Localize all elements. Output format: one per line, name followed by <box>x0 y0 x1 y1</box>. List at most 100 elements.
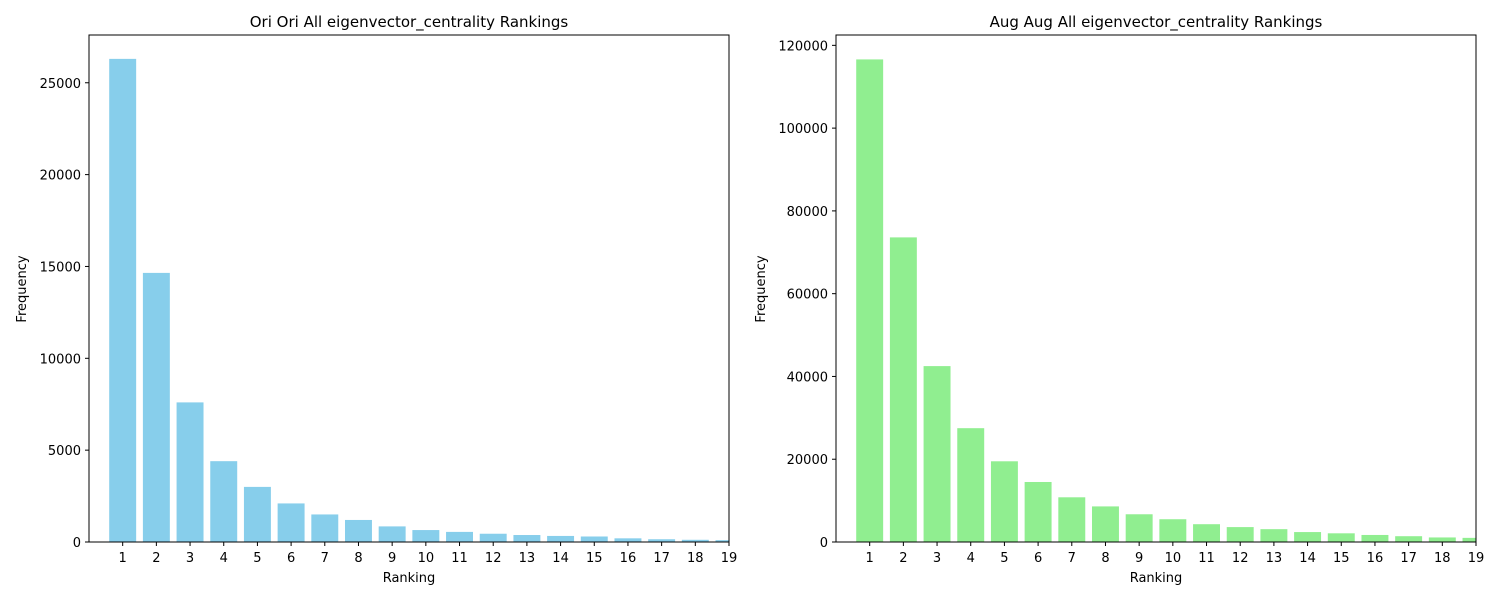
x-tick-label: 10 <box>418 551 435 566</box>
x-tick-label: 13 <box>1266 551 1283 566</box>
x-tick-label: 16 <box>620 551 637 566</box>
axes-frame <box>835 34 1477 543</box>
x-tick-label: 11 <box>1198 551 1215 566</box>
bar <box>1260 529 1288 542</box>
chart-title: Aug Aug All eigenvector_centrality Ranki… <box>990 13 1323 32</box>
x-tick-label: 2 <box>899 551 907 566</box>
bar <box>923 366 951 542</box>
bar <box>378 526 406 542</box>
x-tick-label: 12 <box>1232 551 1249 566</box>
x-tick-label: 19 <box>1468 551 1485 566</box>
x-tick-label: 9 <box>1135 551 1143 566</box>
x-tick-label: 17 <box>1400 551 1417 566</box>
bar <box>580 536 608 542</box>
bar <box>513 535 541 542</box>
x-tick-label: 3 <box>933 551 941 566</box>
y-tick-label: 0 <box>820 536 828 551</box>
bar <box>715 540 729 542</box>
x-tick-label: 16 <box>1367 551 1384 566</box>
bar <box>210 461 238 542</box>
ori-ranking-chart: Ori Ori All eigenvector_centrality Ranki… <box>15 13 738 586</box>
bar <box>1092 506 1119 542</box>
y-axis-label: Frequency <box>754 255 769 322</box>
y-tick-label: 0 <box>73 536 81 551</box>
bar <box>1193 524 1220 542</box>
bars <box>856 59 1476 542</box>
x-tick-label: 9 <box>388 551 396 566</box>
bar <box>479 533 507 542</box>
bar <box>614 538 642 542</box>
y-tick-label: 15000 <box>40 260 81 275</box>
bars <box>109 58 729 542</box>
bar <box>990 461 1018 542</box>
y-tick-label: 20000 <box>40 169 81 184</box>
chart-title: Ori Ori All eigenvector_centrality Ranki… <box>250 13 569 32</box>
bar <box>311 514 339 542</box>
bar <box>1361 534 1389 542</box>
bar <box>547 535 575 542</box>
bar <box>1395 536 1423 542</box>
x-tick-label: 15 <box>1333 551 1350 566</box>
bar <box>1159 519 1187 542</box>
x-tick-label: 11 <box>451 551 468 566</box>
plot-area: 1 2 3 4 5 6 7 8 9 10 11 12 13 14 15 16 17 18 1902000040000… <box>778 34 1485 566</box>
x-tick-label: 5 <box>1000 551 1008 566</box>
x-tick-label: 6 <box>287 551 295 566</box>
bar <box>1024 481 1052 542</box>
x-axis-label: Ranking <box>1130 571 1183 586</box>
x-tick-label: 3 <box>186 551 194 566</box>
x-tick-label: 18 <box>1434 551 1451 566</box>
bar <box>1428 537 1456 542</box>
x-tick-label: 1 <box>866 551 874 566</box>
x-tick-label: 15 <box>586 551 603 566</box>
plot-area: 1 2 3 4 5 6 7 8 9 10 11 12 13 14 15 16 17 18 1905000100001… <box>40 34 738 566</box>
bar <box>412 530 440 542</box>
bar <box>1058 497 1086 542</box>
bar <box>856 59 884 542</box>
bar <box>109 58 137 542</box>
bar <box>1327 533 1355 542</box>
y-tick-label: 25000 <box>40 77 81 92</box>
x-tick-label: 1 <box>119 551 127 566</box>
y-tick-label: 40000 <box>787 370 828 385</box>
x-tick-label: 18 <box>687 551 704 566</box>
y-tick-label: 80000 <box>787 205 828 220</box>
y-tick-label: 100000 <box>778 122 828 137</box>
x-tick-label: 6 <box>1034 551 1042 566</box>
bar <box>957 428 985 542</box>
bar <box>1462 537 1476 542</box>
bar <box>1294 532 1322 542</box>
x-tick-label: 7 <box>1068 551 1076 566</box>
y-tick-label: 60000 <box>787 288 828 303</box>
x-tick-label: 7 <box>321 551 329 566</box>
x-tick-label: 5 <box>253 551 261 566</box>
x-tick-label: 8 <box>1101 551 1109 566</box>
y-axis-label: Frequency <box>15 255 30 322</box>
x-tick-label: 4 <box>220 551 228 566</box>
y-tick-label: 20000 <box>787 453 828 468</box>
x-tick-label: 8 <box>354 551 362 566</box>
aug-ranking-chart: Aug Aug All eigenvector_centrality Ranki… <box>754 13 1485 586</box>
y-tick-label: 120000 <box>778 39 828 54</box>
y-tick-label: 5000 <box>48 444 81 459</box>
x-tick-label: 4 <box>967 551 975 566</box>
bar <box>277 503 305 542</box>
bar <box>1226 527 1254 542</box>
x-tick-label: 2 <box>152 551 160 566</box>
bar <box>648 539 676 542</box>
x-axis-label: Ranking <box>383 571 436 586</box>
bar <box>142 272 170 542</box>
bar <box>889 237 917 542</box>
x-tick-label: 14 <box>552 551 569 566</box>
x-tick-label: 19 <box>721 551 738 566</box>
bar <box>176 402 204 542</box>
x-tick-label: 12 <box>485 551 502 566</box>
x-tick-label: 10 <box>1165 551 1182 566</box>
axes-frame <box>88 34 730 543</box>
x-tick-label: 17 <box>653 551 670 566</box>
bar <box>446 531 473 542</box>
y-tick-label: 10000 <box>40 352 81 367</box>
bar <box>243 486 271 542</box>
bar <box>1125 514 1153 542</box>
